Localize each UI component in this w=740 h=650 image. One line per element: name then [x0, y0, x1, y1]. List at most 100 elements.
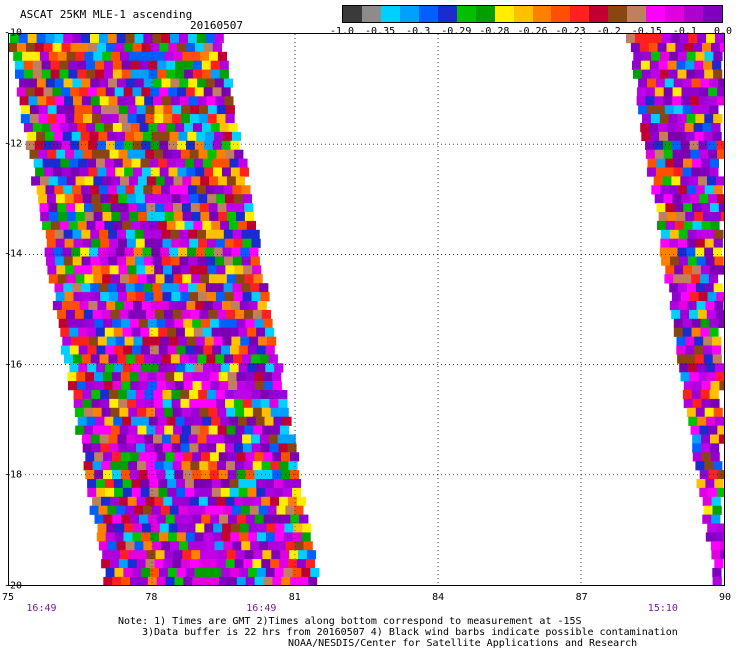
data-cell — [225, 265, 235, 275]
data-cell — [98, 505, 108, 515]
data-cell — [64, 96, 74, 106]
data-cell — [660, 185, 670, 195]
data-cell — [88, 301, 98, 311]
data-cell — [665, 203, 675, 213]
data-cell — [692, 158, 702, 168]
data-cell — [66, 203, 76, 213]
data-cell — [192, 318, 202, 328]
data-cell — [98, 247, 108, 257]
data-cell — [260, 443, 270, 453]
data-cell — [84, 51, 94, 61]
data-cell — [236, 318, 246, 328]
data-cell — [259, 434, 270, 444]
data-cell — [696, 301, 706, 311]
data-cell — [147, 452, 157, 462]
data-cell — [701, 203, 711, 213]
data-cell — [209, 372, 219, 382]
data-cell — [75, 176, 85, 186]
data-cell — [664, 78, 674, 88]
data-cell — [202, 479, 212, 489]
data-cell — [232, 541, 242, 551]
data-cell — [190, 105, 200, 115]
data-cell — [122, 158, 132, 168]
legend-label: 0.0 — [713, 26, 733, 37]
data-cell — [179, 229, 189, 239]
data-cell — [48, 203, 58, 213]
data-cell — [165, 514, 175, 524]
data-cell — [170, 34, 180, 44]
data-cell — [141, 568, 151, 578]
data-cell — [712, 354, 722, 364]
data-cell — [258, 505, 268, 515]
data-cell — [222, 301, 232, 311]
pass-time-label: 16:49 — [246, 603, 277, 614]
data-cell — [90, 229, 100, 239]
data-cell — [205, 505, 215, 515]
data-cell — [176, 479, 186, 489]
data-cell — [140, 327, 150, 337]
data-cell — [200, 212, 210, 222]
data-cell — [47, 105, 57, 115]
data-cell — [177, 42, 187, 53]
data-cell — [204, 523, 214, 533]
data-cell — [175, 123, 185, 133]
data-cell — [123, 87, 133, 97]
data-cell — [194, 487, 204, 498]
data-cell — [226, 203, 236, 213]
data-cell — [161, 34, 171, 44]
data-cell — [231, 336, 241, 346]
data-cell — [137, 51, 147, 61]
data-cell — [150, 523, 161, 533]
data-cell — [707, 292, 717, 302]
data-cell — [263, 318, 273, 328]
data-cell — [57, 203, 67, 213]
data-cell — [131, 363, 141, 373]
data-cell — [168, 87, 178, 97]
data-cell — [121, 69, 131, 79]
data-cell — [662, 140, 673, 150]
data-cell — [209, 550, 219, 560]
data-cell — [242, 443, 253, 453]
data-cell — [114, 140, 124, 150]
data-cell — [678, 301, 688, 311]
data-cell — [689, 292, 699, 302]
data-cell — [153, 238, 163, 248]
data-cell — [142, 336, 152, 346]
data-cell — [148, 123, 158, 133]
data-cell — [210, 576, 220, 587]
data-cell — [201, 452, 211, 462]
data-cell — [653, 176, 663, 186]
data-cell — [241, 283, 251, 293]
data-cell — [245, 452, 255, 462]
data-cell — [263, 576, 273, 587]
data-cell — [144, 390, 154, 400]
legend-swatch — [456, 6, 476, 22]
data-cell — [234, 149, 244, 159]
data-cell — [705, 301, 715, 311]
data-cell — [219, 123, 229, 133]
data-cell — [231, 523, 241, 533]
data-cell — [679, 34, 689, 44]
data-cell — [205, 34, 215, 44]
data-cell — [694, 336, 704, 346]
data-cell — [52, 301, 63, 311]
data-cell — [209, 51, 219, 61]
data-cell — [46, 238, 56, 248]
data-cell — [63, 256, 73, 266]
data-cell — [84, 425, 94, 435]
data-cell — [178, 247, 188, 257]
data-cell — [708, 425, 718, 435]
data-cell — [137, 203, 147, 213]
data-cell — [63, 185, 73, 195]
data-cell — [164, 274, 174, 284]
data-cell — [166, 416, 176, 426]
data-cell — [126, 434, 136, 444]
latitude-tick-label: -10 — [4, 27, 23, 39]
data-cell — [229, 479, 239, 489]
data-cell — [141, 140, 151, 150]
data-cell — [237, 381, 247, 391]
data-cell — [55, 96, 65, 106]
data-cell — [208, 407, 218, 417]
data-cell — [82, 194, 92, 204]
data-cell — [97, 301, 107, 311]
